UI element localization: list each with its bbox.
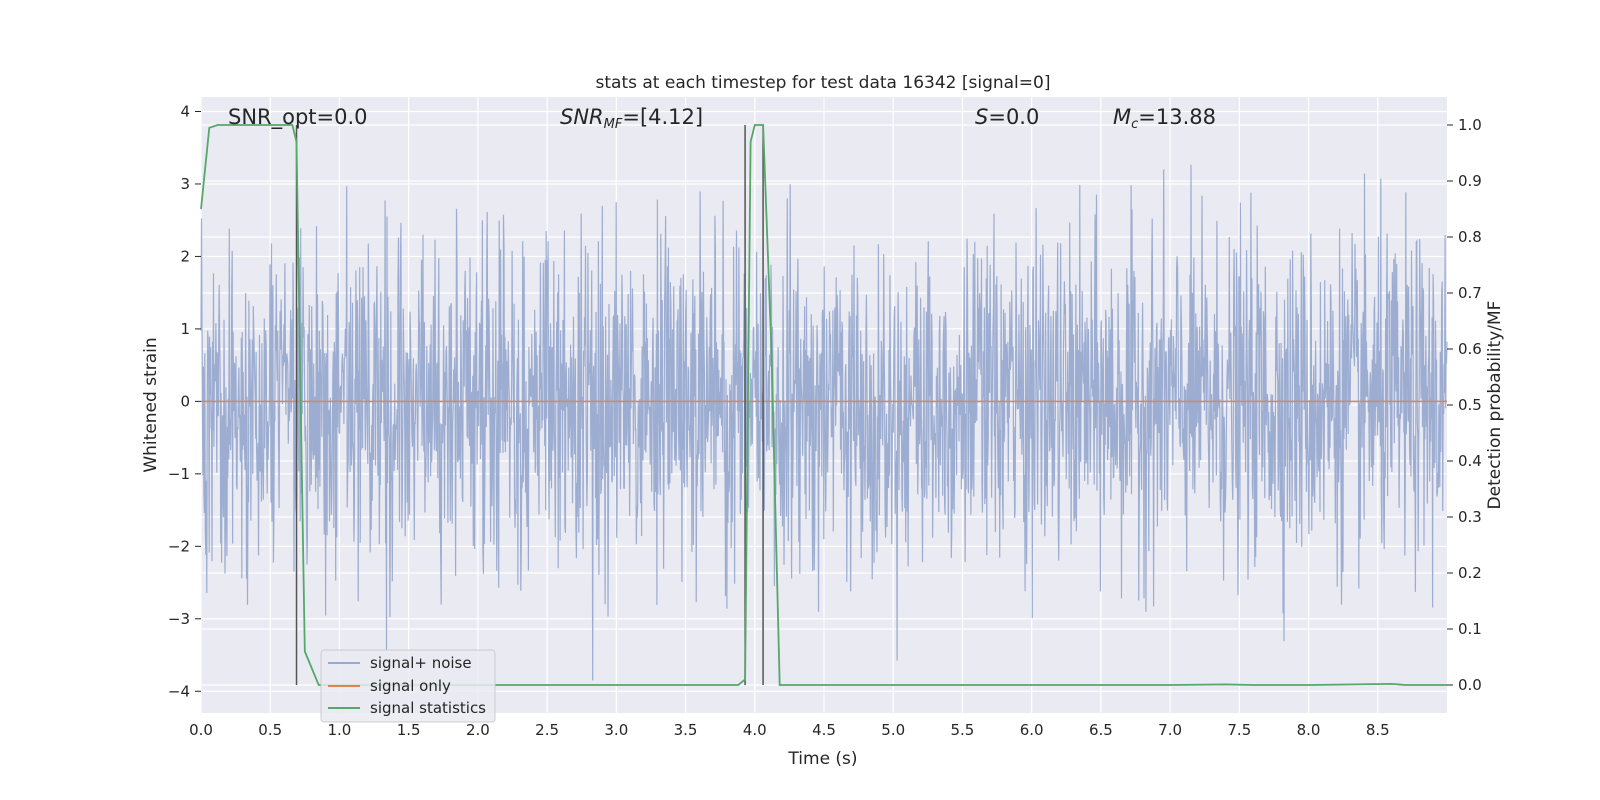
y-tick-label: 2 <box>180 247 190 265</box>
annotation-snr-mf: SNRMF=[4.12] <box>560 105 703 132</box>
x-tick-label: 7.0 <box>1158 721 1182 739</box>
y-axis-ticks: 4 3 2 1 0 −1 −2 −3 −4 <box>168 102 201 700</box>
y-axis-label: Whitened strain <box>141 337 161 472</box>
annotation-mc-rest: =13.88 <box>1138 105 1216 129</box>
y2-tick-label: 0.0 <box>1458 676 1482 694</box>
x-tick-label: 4.0 <box>743 721 767 739</box>
x-tick-label: 3.0 <box>604 721 628 739</box>
y2-axis-ticks: 1.0 0.9 0.8 0.7 0.6 0.5 0.4 0.3 0.2 0.1 0.0 <box>1447 116 1482 694</box>
x-tick-label: 4.5 <box>812 721 836 739</box>
annotation-snr-opt: SNR_opt=0.0 <box>228 105 368 130</box>
annotation-snr-mf-base: SNR <box>560 105 604 129</box>
x-tick-label: 2.5 <box>535 721 559 739</box>
x-tick-label: 8.5 <box>1366 721 1390 739</box>
x-tick-label: 0.0 <box>189 721 213 739</box>
annotation-mc-sub: c <box>1131 117 1138 132</box>
y2-tick-label: 0.7 <box>1458 284 1482 302</box>
x-tick-label: 3.5 <box>674 721 698 739</box>
y2-axis-label: Detection probability/MF <box>1485 301 1505 510</box>
annotation-s-base: S <box>975 105 988 129</box>
y-tick-label: −2 <box>168 537 190 555</box>
y2-tick-label: 0.1 <box>1458 620 1482 638</box>
y-tick-label: −4 <box>168 682 190 700</box>
annotation-s: S=0.0 <box>975 105 1039 129</box>
y2-tick-label: 0.3 <box>1458 508 1482 526</box>
x-tick-label: 1.0 <box>328 721 352 739</box>
legend-label-signal-statistics: signal statistics <box>370 699 486 717</box>
x-axis-ticks: 0.0 0.5 1.0 1.5 2.0 2.5 3.0 3.5 4.0 4.5 5.0 5.5 6.0 6… <box>189 721 1390 739</box>
y-tick-label: 4 <box>180 102 190 120</box>
y-tick-label: −3 <box>168 610 190 628</box>
x-tick-label: 5.5 <box>951 721 975 739</box>
signal-noise-line <box>200 164 1448 681</box>
annotation-snr-mf-rest: =[4.12] <box>622 105 703 129</box>
annotation-mc: Mc=13.88 <box>1113 105 1216 132</box>
legend: signal+ noise signal only signal statist… <box>320 649 496 723</box>
legend-box <box>320 649 496 723</box>
annotation-mc-base: M <box>1113 105 1131 129</box>
signal-noise-series <box>200 164 1448 681</box>
x-tick-label: 2.0 <box>466 721 490 739</box>
x-tick-label: 5.0 <box>881 721 905 739</box>
vertical-markers <box>295 125 764 685</box>
annotation-s-rest: =0.0 <box>988 105 1039 129</box>
x-tick-label: 6.0 <box>1020 721 1044 739</box>
signal-statistics-line <box>200 124 1447 686</box>
x-tick-label: 0.5 <box>258 721 282 739</box>
y-tick-label: 1 <box>180 320 190 338</box>
y-tick-label: 3 <box>180 175 190 193</box>
y2-tick-label: 0.9 <box>1458 172 1482 190</box>
y2-tick-label: 0.4 <box>1458 452 1482 470</box>
y2-tick-label: 1.0 <box>1458 116 1482 134</box>
y2-tick-label: 0.2 <box>1458 564 1482 582</box>
x-tick-label: 7.5 <box>1227 721 1251 739</box>
legend-label-signal-only: signal only <box>370 677 451 695</box>
y2-tick-label: 0.8 <box>1458 228 1482 246</box>
signal-statistics-series <box>200 124 1447 686</box>
x-axis-label: Time (s) <box>787 749 857 769</box>
annotation-snr-mf-sub: MF <box>604 117 623 132</box>
legend-label-signal-noise: signal+ noise <box>370 654 472 672</box>
y2-tick-label: 0.5 <box>1458 396 1482 414</box>
y-tick-label: −1 <box>168 465 190 483</box>
chart-title: stats at each timestep for test data 163… <box>596 73 1051 93</box>
y-tick-label: 0 <box>180 392 190 410</box>
x-tick-label: 1.5 <box>397 721 421 739</box>
y2-tick-label: 0.6 <box>1458 340 1482 358</box>
x-tick-label: 6.5 <box>1089 721 1113 739</box>
x-tick-label: 8.0 <box>1297 721 1321 739</box>
